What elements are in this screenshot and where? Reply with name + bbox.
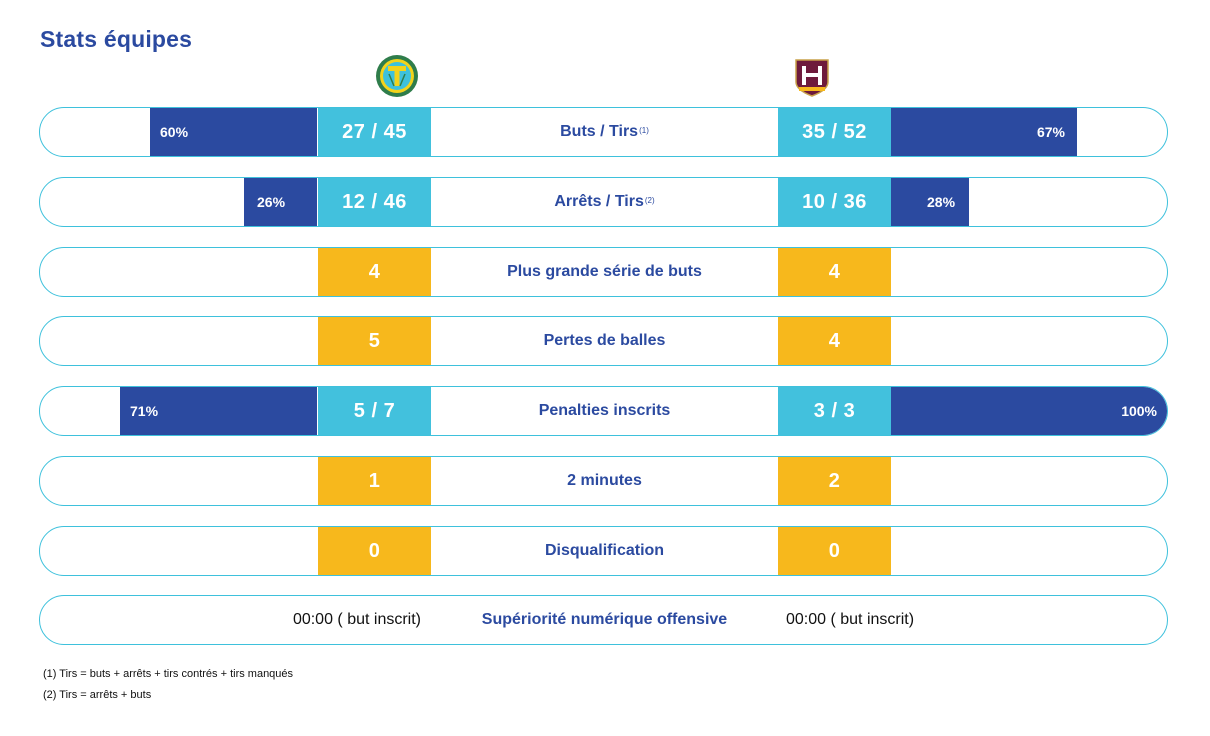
away-value: 35 / 52 [778,108,891,156]
stat-row-2-minutes: 1 2 minutes 2 [39,456,1168,506]
away-value: 4 [778,248,891,296]
away-percentage: 28% [927,194,956,210]
home-percentage-bar: 60% [150,108,317,156]
away-value: 2 [778,457,891,505]
home-value: 1 [318,457,431,505]
away-team-crest-icon [795,59,829,97]
home-percentage-bar: 71% [120,387,317,435]
home-percentage-bar: 26% [244,178,317,226]
home-value: 27 / 45 [318,108,431,156]
page-title: Stats équipes [40,26,193,52]
stat-label: Plus grande série de buts [507,263,702,280]
stat-row-disqualification: 0 Disqualification 0 [39,526,1168,576]
home-percentage: 26% [257,194,286,210]
stat-label: Buts / Tirs (1) [560,123,649,140]
home-value: 0 [318,527,431,575]
stat-label: Pertes de balles [543,332,666,349]
home-value: 12 / 46 [318,178,431,226]
footnote-2: (2) Tirs = arrêts + buts [43,689,152,701]
away-value: 00:00 ( but inscrit) [786,611,915,628]
away-percentage-bar: 67% [891,108,1077,156]
home-value: 5 / 7 [318,387,431,435]
stat-label: Arrêts / Tirs (2) [554,193,655,210]
home-value: 00:00 ( but inscrit) [292,611,421,628]
home-team-crest-icon [376,55,418,97]
stat-row-pertes-de-balles: 5 Pertes de balles 4 [39,316,1168,366]
away-percentage: 100% [1121,403,1157,419]
footnote-1: (1) Tirs = buts + arrêts + tirs contrés … [43,668,294,680]
stat-label: Penalties inscrits [538,402,671,419]
away-value: 0 [778,527,891,575]
away-value: 4 [778,317,891,365]
away-value: 10 / 36 [778,178,891,226]
stat-row-plus-grande-serie: 4 Plus grande série de buts 4 [39,247,1168,297]
away-percentage-bar: 28% [891,178,969,226]
stat-row-superiorite-numerique: 00:00 ( but inscrit) Supériorité numériq… [39,595,1168,645]
away-percentage-bar: 100% [891,387,1167,435]
away-percentage: 67% [1036,124,1065,140]
home-value: 5 [318,317,431,365]
stat-label: Disqualification [544,542,665,559]
stat-label: 2 minutes [567,472,642,489]
stat-row-buts-tirs: 60% 27 / 45 Buts / Tirs (1) 35 / 52 67% [39,107,1168,157]
home-percentage: 71% [130,403,159,419]
stat-label: Supériorité numérique offensive [481,611,728,628]
away-value: 3 / 3 [778,387,891,435]
home-percentage: 60% [160,124,189,140]
stat-row-penalties: 71% 5 / 7 Penalties inscrits 3 / 3 100% [39,386,1168,436]
home-value: 4 [318,248,431,296]
stat-row-arrets-tirs: 26% 12 / 46 Arrêts / Tirs (2) 10 / 36 28% [39,177,1168,227]
